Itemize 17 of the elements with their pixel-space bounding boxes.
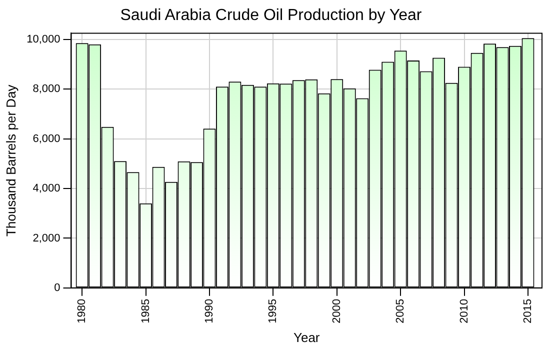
x-tick-label: 1985 — [140, 298, 152, 324]
y-tick-label: 0 — [54, 282, 60, 294]
x-tick-label: 2015 — [522, 298, 534, 324]
y-tick-label: 6,000 — [32, 132, 60, 145]
y-tick-label: 2,000 — [32, 232, 60, 244]
x-tick-label: 2010 — [458, 298, 470, 324]
y-axis-title: Thousand Barrels per Day — [3, 84, 18, 236]
y-tick-label: 10,000 — [26, 33, 60, 46]
x-axis-title: Year — [293, 330, 320, 345]
chart-title: Saudi Arabia Crude Oil Production by Year — [120, 7, 422, 24]
x-tick-label: 2000 — [330, 298, 343, 324]
x-tick-label: 2005 — [394, 298, 407, 324]
y-tick-label: 8,000 — [32, 83, 60, 96]
x-tick-label: 1980 — [76, 298, 88, 324]
x-tick-label: 1990 — [204, 298, 216, 324]
x-tick-label: 1995 — [267, 298, 280, 324]
y-tick-label: 4,000 — [32, 182, 60, 195]
